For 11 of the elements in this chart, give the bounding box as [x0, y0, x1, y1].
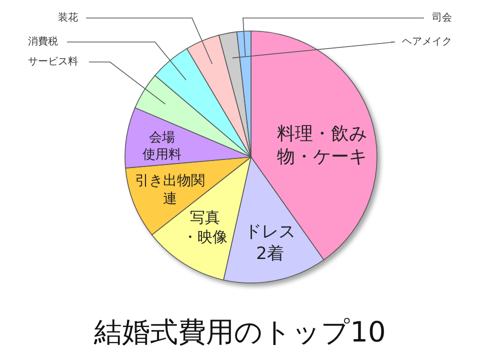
text: 結婚式費用のトップ10: [93, 316, 386, 349]
slice-label: 引き出物関連: [135, 172, 205, 207]
slice-label: 消費税: [28, 36, 58, 48]
slice-label: ヘアメイク: [402, 36, 452, 48]
slice-label: 料理・飲み物・ケーキ: [277, 123, 367, 168]
slice-label: 装花: [58, 12, 78, 24]
slice-label: 写真・映像: [182, 208, 228, 246]
slice-label: 会場使用料: [142, 130, 182, 162]
slice-label: 司会: [432, 12, 452, 24]
slice-label: ドレス2着: [244, 222, 296, 264]
slice-label: サービス料: [28, 56, 78, 68]
